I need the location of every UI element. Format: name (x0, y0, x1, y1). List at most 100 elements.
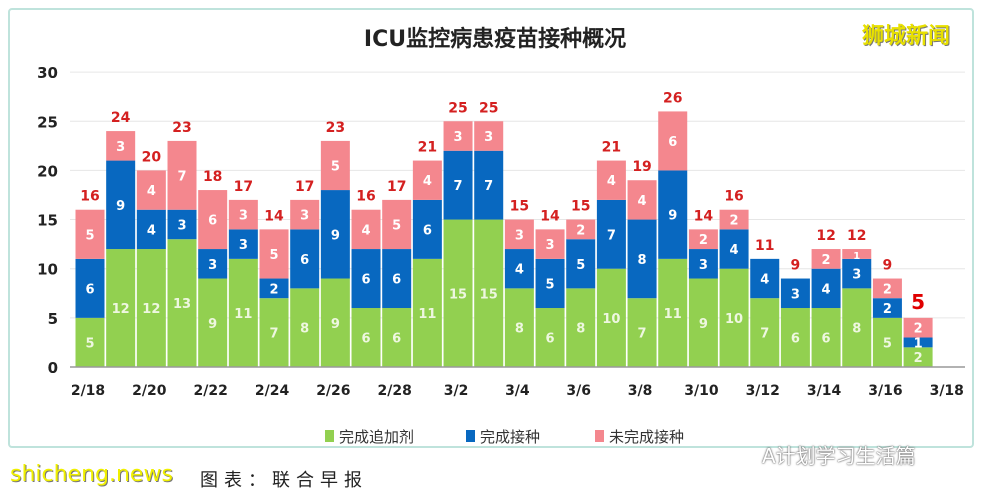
total-label: 18 (203, 169, 222, 185)
bar-segment (688, 278, 718, 367)
segment-label: 3 (791, 287, 800, 302)
legend-label: 完成接种 (480, 428, 540, 446)
bar-segment (719, 268, 749, 367)
segment-label: 4 (515, 263, 524, 278)
segment-label: 2 (730, 214, 739, 229)
bar-segment (504, 219, 534, 250)
bar-segment (842, 288, 872, 367)
segment-label: 2 (883, 282, 892, 297)
watermark-bottom-left: shicheng.news (10, 462, 173, 487)
bar-segment (811, 249, 841, 269)
segment-label: 2 (576, 223, 585, 238)
total-label: 16 (724, 189, 743, 205)
bar-segment (412, 199, 442, 259)
caption: 图表：联合早报 (200, 470, 368, 491)
total-label: 25 (448, 100, 467, 116)
segment-label: 10 (602, 312, 620, 327)
legend-swatch (595, 430, 604, 442)
legend-swatch (466, 430, 475, 442)
total-label: 9 (883, 258, 893, 274)
segment-label: 7 (269, 327, 278, 342)
bar-segment (75, 317, 105, 367)
watermark-top-right: 狮城新闻 (862, 24, 951, 49)
segment-label: 6 (546, 332, 555, 347)
segment-label: 11 (664, 307, 682, 322)
bar-segment (106, 249, 136, 367)
segment-label: 4 (730, 243, 739, 258)
chart-title: ICU监控病患疫苗接种概况 (364, 26, 626, 52)
x-tick-label: 3/10 (684, 383, 719, 399)
bar-segment (474, 219, 504, 367)
bar-segment (198, 249, 228, 279)
segment-label: 5 (85, 336, 94, 351)
bar-segment (719, 209, 749, 230)
segment-label: 2 (914, 322, 923, 337)
bar-segment (566, 288, 596, 367)
bar-segment (535, 258, 565, 309)
y-tick-label: 0 (48, 359, 58, 377)
x-tick-label: 2/26 (316, 383, 350, 399)
total-label: 14 (694, 208, 714, 224)
bar-segment (535, 229, 565, 259)
bar-segment (136, 249, 166, 367)
bar-segment (903, 347, 933, 367)
bar-segment (627, 180, 657, 220)
segment-label: 7 (177, 169, 186, 184)
bar-segment (842, 258, 872, 289)
bar-segment (627, 298, 657, 367)
x-tick-label: 3/6 (566, 383, 591, 399)
bar-segment (290, 229, 320, 289)
segment-label: 6 (362, 273, 371, 288)
segment-label: 4 (760, 273, 769, 288)
bar-segment (811, 308, 841, 367)
bar-segment (627, 219, 657, 299)
bar-segment (811, 268, 841, 309)
segment-label: 7 (484, 179, 493, 194)
watermark-bottom-right: A计划学习生活篇 (762, 444, 916, 468)
segment-label: 3 (454, 130, 463, 145)
segment-label: 7 (638, 327, 647, 342)
x-tick-label: 2/24 (255, 383, 290, 399)
total-label: 14 (540, 208, 560, 224)
segment-label: 5 (392, 218, 401, 233)
bar-segment (658, 258, 688, 367)
bar-segment (167, 140, 197, 210)
bar-segment (658, 170, 688, 259)
segment-label: 6 (85, 282, 94, 297)
bar-segment (106, 131, 136, 161)
segment-label: 4 (638, 194, 647, 209)
total-label: 25 (479, 100, 498, 116)
total-label: 26 (663, 90, 682, 106)
bar-segment (259, 298, 289, 367)
segment-label: 2 (269, 282, 278, 297)
segment-label: 2 (883, 302, 892, 317)
bar-segment (443, 150, 473, 220)
legend-swatch (325, 430, 334, 442)
x-tick-label: 3/14 (807, 383, 842, 399)
x-tick-label: 3/4 (505, 383, 530, 399)
segment-label: 6 (362, 332, 371, 347)
bar-segment (412, 258, 442, 367)
segment-label: 6 (300, 253, 309, 268)
segment-label: 9 (699, 317, 708, 332)
segment-label: 9 (116, 199, 125, 214)
legend-label: 未完成接种 (609, 428, 684, 446)
bar-segment (750, 298, 780, 367)
segment-label: 7 (454, 179, 463, 194)
segment-label: 9 (208, 317, 217, 332)
bar-segment (535, 308, 565, 367)
segment-label: 3 (239, 209, 248, 224)
bar-segment (320, 278, 350, 367)
bar-segment (566, 219, 596, 240)
segment-label: 6 (423, 223, 432, 238)
segment-label: 5 (576, 258, 585, 273)
bar-segment (872, 298, 902, 318)
segment-label: 8 (300, 322, 309, 337)
segment-label: 9 (668, 209, 677, 224)
total-label: 20 (142, 149, 162, 165)
segment-label: 2 (699, 233, 708, 248)
x-tick-label: 3/8 (628, 383, 653, 399)
y-tick-label: 5 (48, 310, 58, 328)
total-label: 9 (791, 258, 801, 274)
